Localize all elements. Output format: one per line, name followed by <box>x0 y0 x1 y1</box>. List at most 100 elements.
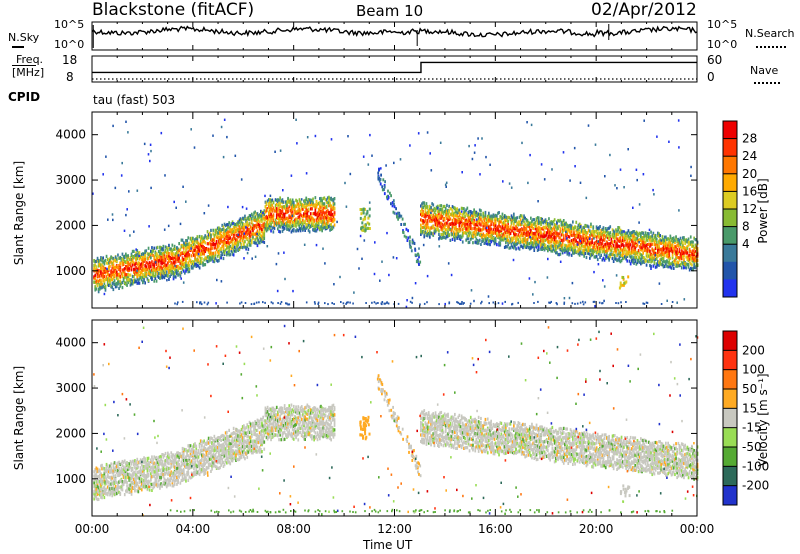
echo-cell <box>258 220 261 224</box>
echo-cell <box>323 214 326 218</box>
echo-cell <box>272 225 275 229</box>
echo-cell <box>101 257 103 261</box>
echo-cell <box>277 203 279 207</box>
echo-cell <box>587 225 590 229</box>
echo-cell <box>178 272 180 276</box>
echo-cell <box>199 260 202 264</box>
echo-cell <box>188 263 191 268</box>
echo-cell <box>321 201 323 205</box>
echo-cell <box>323 219 326 223</box>
echo-cell <box>266 216 269 220</box>
echo-cell <box>103 266 106 270</box>
echo-cell <box>185 247 187 251</box>
echo-cell <box>228 234 230 238</box>
echo-cell <box>331 208 334 212</box>
echo-cell <box>153 246 156 250</box>
echo-cell <box>422 201 424 205</box>
echo-cell <box>248 235 251 240</box>
echo-cell <box>423 213 426 217</box>
echo-cell <box>201 260 203 264</box>
echo-cell <box>268 198 270 202</box>
echo-cell <box>271 214 274 218</box>
echo-cell <box>297 229 300 233</box>
echo-cell <box>260 212 262 216</box>
echo-cell <box>323 216 326 220</box>
echo-cell <box>218 238 220 242</box>
echo-cell <box>529 153 531 157</box>
echo-cell <box>143 259 145 263</box>
echo-cell <box>461 207 464 211</box>
echo-cell <box>444 232 447 236</box>
echo-cell <box>446 231 448 235</box>
echo-cell <box>130 282 133 286</box>
echo-cell <box>313 224 315 228</box>
echo-cell <box>265 226 268 230</box>
echo-cell <box>261 230 263 234</box>
echo-cell <box>250 220 253 224</box>
echo-cell <box>172 271 175 275</box>
echo-cell <box>203 248 205 252</box>
echo-cell <box>273 226 276 230</box>
echo-cell <box>458 229 461 233</box>
freq-label: Freq. <box>16 53 44 66</box>
echo-cell <box>206 235 209 239</box>
echo-cell <box>443 217 446 221</box>
echo-cell <box>140 258 143 262</box>
echo-cell <box>296 218 298 222</box>
echo-cell <box>204 256 207 260</box>
echo-cell <box>365 212 368 216</box>
echo-cell <box>210 256 212 260</box>
echo-cell <box>283 217 286 221</box>
echo-cell <box>303 213 305 217</box>
echo-cell <box>144 253 146 257</box>
echo-cell <box>171 252 174 256</box>
echo-cell <box>420 210 422 214</box>
echo-cell <box>103 262 106 266</box>
echo-cell <box>147 153 150 156</box>
echo-cell <box>226 223 228 227</box>
echo-cell <box>271 198 274 202</box>
echo-cell <box>263 234 266 238</box>
echo-cell <box>140 262 143 266</box>
echo-cell <box>256 221 259 225</box>
echo-cell <box>418 262 420 266</box>
echo-cell <box>121 275 124 279</box>
echo-cell <box>457 210 460 214</box>
echo-cell <box>199 262 202 266</box>
echo-cell <box>274 218 277 222</box>
echo-cell <box>319 201 321 205</box>
echo-cell <box>325 216 328 220</box>
echo-cell <box>319 216 321 220</box>
echo-cell <box>457 217 460 221</box>
echo-cell <box>113 266 116 270</box>
echo-cell <box>113 274 116 278</box>
echo-cell <box>482 227 485 231</box>
echo-cell <box>311 202 313 206</box>
echo-cell <box>172 265 175 269</box>
echo-cell <box>609 231 612 235</box>
echo-cell <box>152 267 154 271</box>
echo-cell <box>321 211 323 215</box>
plot-title: Blackstone (fitACF) <box>92 0 255 20</box>
echo-cell <box>218 259 220 263</box>
echo-cell <box>140 275 143 279</box>
echo-cell <box>319 204 321 209</box>
echo-cell <box>297 215 300 219</box>
echo-cell <box>439 235 441 239</box>
echo-cell <box>229 244 232 248</box>
echo-cell <box>187 261 190 265</box>
echo-cell <box>168 257 170 261</box>
echo-cell <box>258 213 261 217</box>
echo-cell <box>246 220 249 224</box>
echo-cell <box>193 248 195 253</box>
echo-cell <box>333 206 336 210</box>
echo-cell <box>546 276 549 279</box>
echo-cell <box>509 225 512 229</box>
echo-cell <box>432 231 435 235</box>
echo-cell <box>130 253 133 257</box>
echo-cell <box>258 227 261 231</box>
echo-cell <box>220 280 223 283</box>
echo-cell <box>231 230 234 234</box>
echo-cell <box>227 235 229 239</box>
echo-cell <box>273 209 276 213</box>
